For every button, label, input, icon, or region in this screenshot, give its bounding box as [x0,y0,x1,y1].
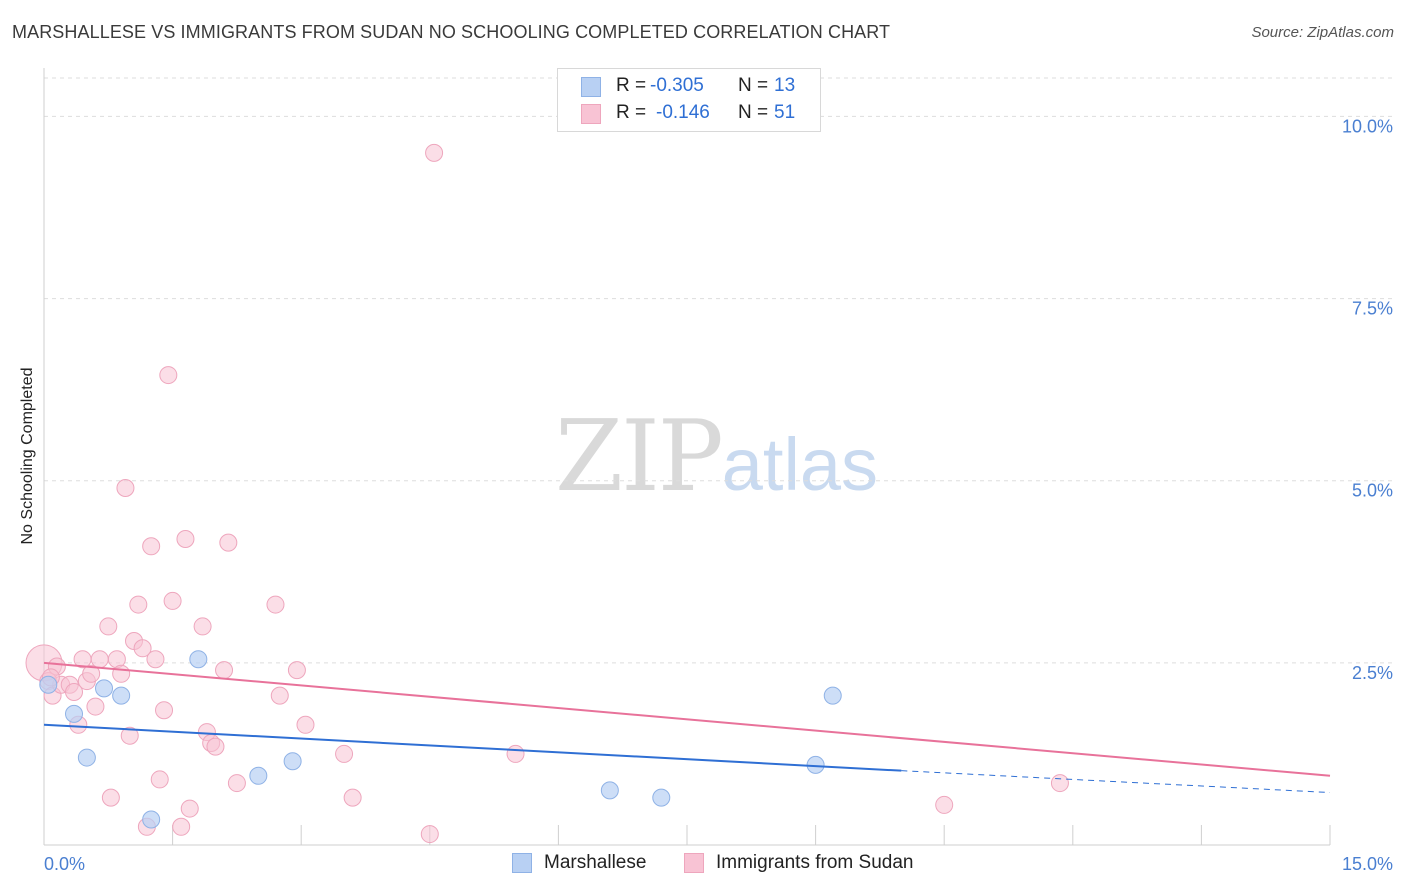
marshallese-point [823,686,842,705]
legend-n-label: N = [738,75,769,96]
sudan-point [86,697,105,716]
legend-swatch-blue [512,853,532,873]
sudan-point [270,686,289,705]
sudan-point [287,661,306,680]
sudan-point [215,661,234,680]
marshallese-point [65,704,84,723]
marshallese-point [112,686,131,705]
sudan-point [193,617,212,636]
sudan-point [180,799,199,818]
marshallese-point [249,766,268,785]
watermark-zip: ZIP [555,400,724,514]
legend-item-sudan: Immigrants from Sudan [684,852,913,874]
sudan-point [65,683,84,701]
sudan-point [101,788,120,807]
sudan-point [206,737,225,756]
marshallese-point [652,788,671,807]
legend-item-marshallese: Marshallese [512,852,646,874]
sudan-point [90,650,109,669]
sudan-point [133,639,152,658]
sudan-point [219,533,238,552]
legend-label-marshallese: Marshallese [544,852,647,873]
sudan-point [227,774,246,793]
legend-r-value: -0.146 [656,102,710,123]
sudan-point [116,479,135,497]
sudan-point [142,537,161,556]
sudan-point [425,143,444,162]
sudan-point [343,788,362,807]
sudan-point [935,795,954,814]
sudan-point [296,715,315,734]
chart-title: MARSHALLESE VS IMMIGRANTS FROM SUDAN NO … [12,22,891,42]
source-credit: Source: ZipAtlas.com [1251,24,1394,41]
sudan-point [129,595,148,614]
sudan-point [335,744,354,763]
marshallese-point [95,679,114,698]
legend-r-value: -0.305 [650,75,704,96]
legend-swatch-pink [684,853,704,873]
legend-r-label: R = [616,75,647,96]
sudan-point [112,664,131,683]
x-tick-label: 0.0% [44,854,85,874]
marshallese-point [142,810,161,829]
sudan-point [1050,774,1069,793]
sudan-point [82,664,101,683]
series-legend: Marshallese Immigrants from Sudan [0,852,1406,878]
marshallese-point [283,752,302,771]
y-tick-label: 7.5% [1352,299,1393,319]
marshallese-point [189,650,208,669]
marshallese-point [39,675,58,694]
sudan-point [159,366,178,385]
sudan-point [163,591,182,610]
correlation-legend: R = -0.305 N = 13 R = -0.146 N = 51 [557,68,821,132]
y-tick-label: 2.5% [1352,663,1393,683]
watermark-atlas: atlas [721,423,879,506]
sudan-point [120,726,139,745]
sudan-point [506,744,525,763]
sudan-point [266,595,285,614]
legend-r-label: R = [616,102,647,123]
sudan-point [99,617,118,636]
y-tick-label: 5.0% [1352,481,1393,501]
legend-n-label: N = [738,102,769,123]
legend-swatch-blue [581,77,601,97]
sudan-point [176,530,195,548]
marshallese-trend-line [43,723,902,772]
x-tick-label: 15.0% [1342,854,1393,874]
sudan-point [155,701,174,720]
legend-label-sudan: Immigrants from Sudan [716,852,914,873]
marshallese-point [600,781,619,800]
sudan-point [420,825,439,844]
legend-swatch-pink [581,104,601,124]
sudan-point [146,650,165,669]
marshallese-trend-extension [901,770,1331,794]
sudan-point [172,817,191,836]
sudan-point [150,770,169,789]
legend-n-value: 13 [774,75,796,96]
watermark: ZIPatlas [555,400,878,514]
sudan-trend-line [43,661,1331,777]
y-tick-label: 10.0% [1342,116,1393,136]
legend-n-value: 51 [774,102,796,123]
marshallese-point [77,748,96,767]
